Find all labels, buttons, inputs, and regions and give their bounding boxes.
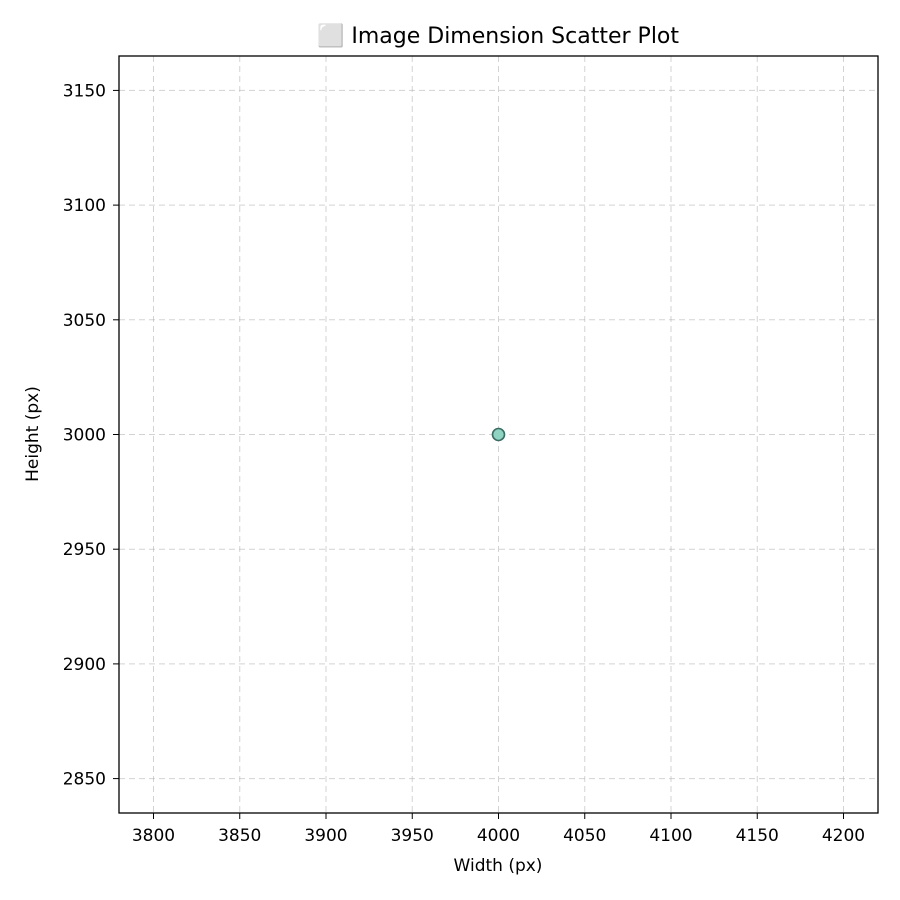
y-tick-label: 3000 [63, 426, 106, 446]
x-tick-label: 3800 [132, 826, 175, 846]
grid [119, 56, 878, 813]
x-tick-label: 3900 [304, 826, 347, 846]
y-axis-ticks: 2850 2900 2950 3000 3050 3100 3150 [63, 81, 119, 790]
y-tick-label: 3150 [63, 81, 106, 101]
scatter-point [491, 427, 506, 442]
y-axis-label: Height (px) [23, 386, 43, 482]
x-tick-label: 4000 [477, 826, 520, 846]
y-tick-label: 2900 [63, 655, 106, 675]
x-tick-label: 3950 [391, 826, 434, 846]
y-tick-label: 3100 [63, 196, 106, 216]
x-tick-label: 4050 [563, 826, 606, 846]
x-axis-label: Width (px) [454, 856, 543, 876]
x-tick-label: 4200 [822, 826, 865, 846]
x-tick-label: 4100 [649, 826, 692, 846]
y-tick-label: 3050 [63, 311, 106, 331]
y-tick-label: 2950 [63, 540, 106, 560]
x-tick-label: 4150 [736, 826, 779, 846]
plot-frame [118, 55, 879, 814]
x-axis-ticks: 3800 3850 3900 3950 4000 4050 4100 4150 4200 [132, 813, 865, 846]
y-tick-label: 2850 [63, 770, 106, 790]
data-points [491, 427, 506, 442]
chart-title: ⬜ Image Dimension Scatter Plot [317, 23, 679, 49]
x-tick-label: 3850 [218, 826, 261, 846]
